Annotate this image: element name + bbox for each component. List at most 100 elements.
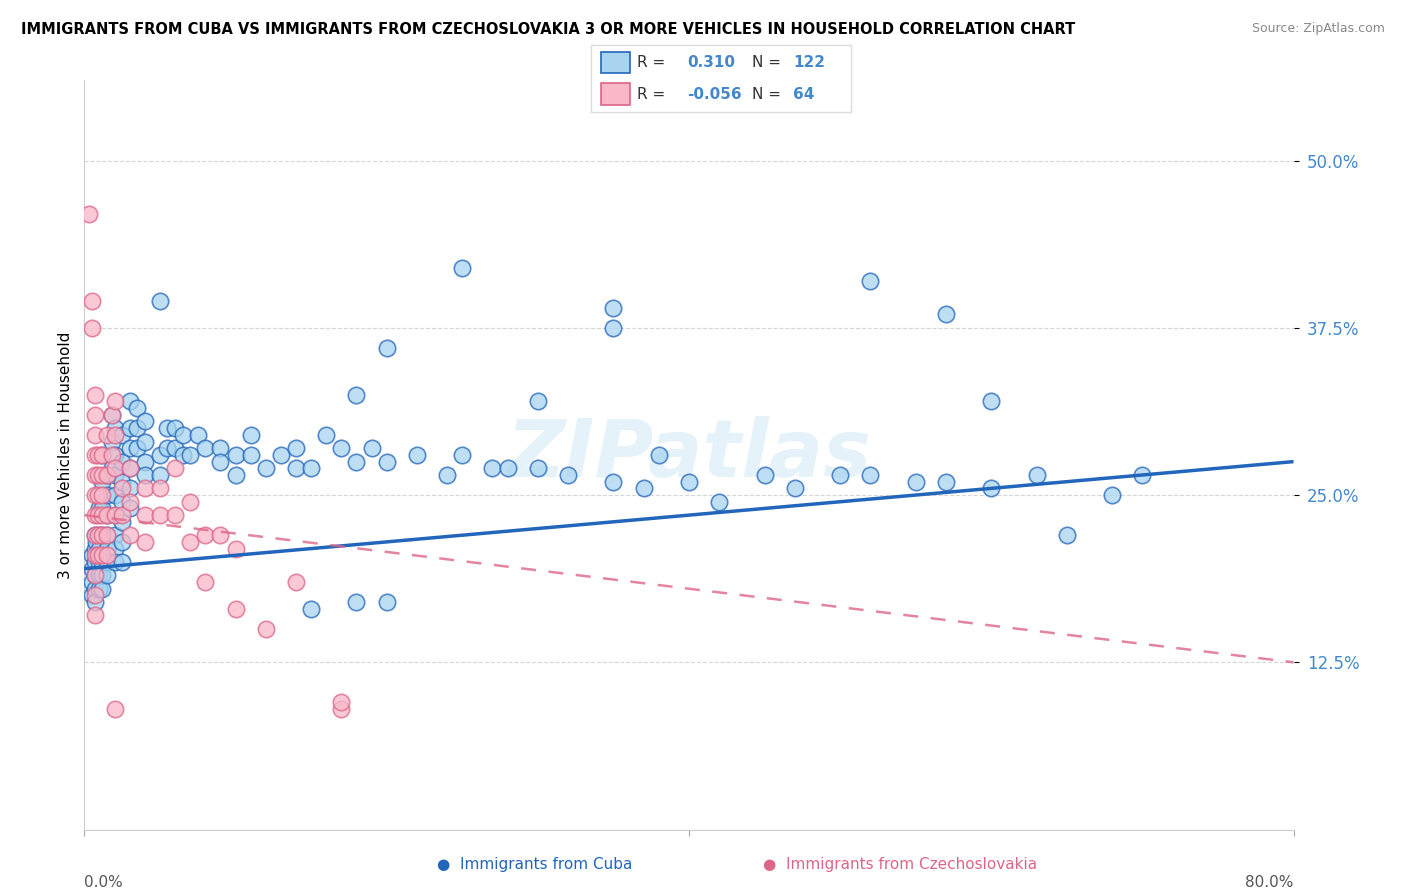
Point bbox=[859, 468, 882, 483]
Point bbox=[87, 548, 110, 563]
Point bbox=[165, 421, 187, 435]
Point bbox=[89, 555, 111, 569]
Point bbox=[100, 434, 122, 449]
Point bbox=[89, 528, 111, 542]
Point bbox=[179, 535, 201, 549]
Text: ZIPatlas: ZIPatlas bbox=[506, 416, 872, 494]
Point bbox=[830, 468, 852, 483]
Point bbox=[87, 508, 110, 523]
Point bbox=[602, 475, 624, 489]
Point bbox=[84, 488, 107, 502]
Point bbox=[118, 442, 141, 456]
Point bbox=[89, 582, 111, 596]
Point bbox=[134, 455, 156, 469]
Point bbox=[86, 548, 108, 563]
Point bbox=[104, 508, 127, 523]
Bar bbox=[600, 52, 630, 73]
Point bbox=[149, 508, 172, 523]
Point bbox=[84, 387, 107, 401]
Point bbox=[1056, 528, 1078, 542]
Point bbox=[87, 468, 110, 483]
Point bbox=[84, 548, 107, 563]
Point bbox=[96, 508, 118, 523]
Point bbox=[80, 575, 103, 590]
Point bbox=[375, 341, 398, 355]
Point bbox=[104, 461, 127, 475]
Point bbox=[904, 475, 927, 489]
Point bbox=[91, 488, 114, 502]
Point bbox=[84, 528, 107, 542]
Point bbox=[239, 448, 262, 462]
Point bbox=[149, 294, 172, 309]
Point bbox=[100, 408, 122, 422]
Point bbox=[330, 702, 353, 716]
Text: 0.310: 0.310 bbox=[686, 55, 735, 70]
Point bbox=[100, 408, 122, 422]
Point bbox=[225, 541, 247, 556]
Point bbox=[84, 568, 107, 582]
Point bbox=[87, 528, 110, 542]
Point bbox=[254, 622, 277, 636]
Text: 0.0%: 0.0% bbox=[84, 874, 124, 889]
Point bbox=[557, 468, 579, 483]
Point bbox=[481, 461, 503, 475]
Point bbox=[77, 207, 100, 221]
Point bbox=[91, 508, 114, 523]
Point bbox=[194, 442, 217, 456]
Point bbox=[980, 482, 1002, 496]
Text: ●  Immigrants from Cuba: ● Immigrants from Cuba bbox=[437, 857, 631, 872]
Point bbox=[96, 528, 118, 542]
Point bbox=[104, 428, 127, 442]
Point bbox=[84, 595, 107, 609]
Point bbox=[104, 421, 127, 435]
Point bbox=[84, 582, 107, 596]
Point bbox=[80, 321, 103, 335]
Point bbox=[89, 541, 111, 556]
Point bbox=[406, 448, 429, 462]
Point bbox=[1025, 468, 1047, 483]
Point bbox=[783, 482, 806, 496]
Point bbox=[602, 321, 624, 335]
Point bbox=[1130, 468, 1153, 483]
Point bbox=[754, 468, 776, 483]
Point bbox=[451, 448, 474, 462]
Point bbox=[118, 461, 141, 475]
Point bbox=[179, 494, 201, 508]
Point bbox=[149, 448, 172, 462]
Point bbox=[134, 535, 156, 549]
Point bbox=[165, 508, 187, 523]
Point bbox=[149, 468, 172, 483]
Point bbox=[80, 589, 103, 603]
Point bbox=[96, 468, 118, 483]
Point bbox=[84, 589, 107, 603]
Point bbox=[91, 582, 114, 596]
Point bbox=[84, 448, 107, 462]
Point bbox=[1101, 488, 1123, 502]
Point bbox=[91, 568, 114, 582]
Point bbox=[96, 488, 118, 502]
Point bbox=[935, 307, 957, 322]
Text: R =: R = bbox=[637, 55, 665, 70]
Point bbox=[648, 448, 671, 462]
Point bbox=[91, 448, 114, 462]
Point bbox=[100, 448, 122, 462]
Text: 80.0%: 80.0% bbox=[1246, 874, 1294, 889]
Point bbox=[96, 541, 118, 556]
Point bbox=[104, 528, 127, 542]
Y-axis label: 3 or more Vehicles in Household: 3 or more Vehicles in Household bbox=[58, 331, 73, 579]
Point bbox=[84, 541, 107, 556]
Point bbox=[285, 442, 308, 456]
Point bbox=[87, 488, 110, 502]
Point bbox=[225, 468, 247, 483]
Point bbox=[315, 428, 337, 442]
Point bbox=[149, 482, 172, 496]
Point bbox=[96, 508, 118, 523]
Point bbox=[80, 548, 103, 563]
Point bbox=[127, 421, 149, 435]
Point bbox=[330, 442, 353, 456]
Point bbox=[89, 568, 111, 582]
Point bbox=[209, 455, 232, 469]
Point bbox=[709, 494, 731, 508]
Point bbox=[80, 294, 103, 309]
Point bbox=[375, 595, 398, 609]
